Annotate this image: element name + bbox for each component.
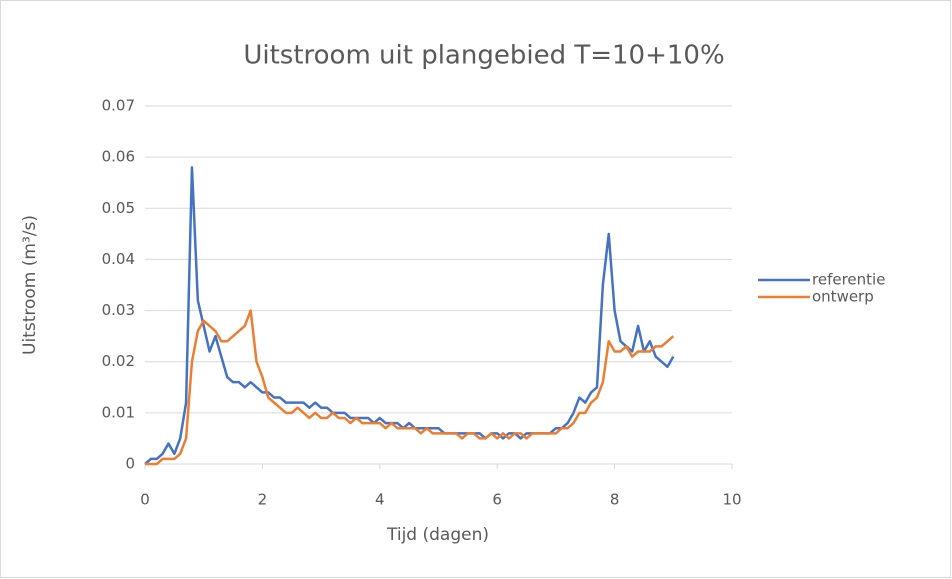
y-tick-label: 0.05 (102, 199, 135, 217)
y-tick-label: 0 (125, 455, 135, 473)
x-tick-label: 8 (610, 491, 620, 509)
legend-label: referentie (812, 271, 885, 289)
y-tick-label: 0.04 (102, 250, 135, 268)
x-tick-label: 4 (375, 491, 385, 509)
y-tick-label: 0.03 (102, 301, 135, 319)
x-tick-label: 2 (258, 491, 268, 509)
chart-title: Uitstroom uit plangebied T=10+10% (243, 41, 724, 71)
line-series (144, 166, 675, 465)
y-tick-label: 0.01 (102, 403, 135, 421)
y-tick-label: 0.07 (102, 97, 135, 115)
line-series (145, 309, 675, 466)
x-axis-label: Tijd (dagen) (386, 525, 489, 545)
x-tick-label: 6 (492, 491, 502, 509)
legend-label: ontwerp (812, 288, 874, 306)
x-tick-label: 0 (140, 491, 150, 509)
x-tick-label: 10 (722, 491, 741, 509)
y-axis-label: Uitstroom (m³/s) (20, 215, 40, 355)
y-tick-label: 0.02 (102, 352, 135, 370)
y-tick-label: 0.06 (102, 148, 135, 166)
